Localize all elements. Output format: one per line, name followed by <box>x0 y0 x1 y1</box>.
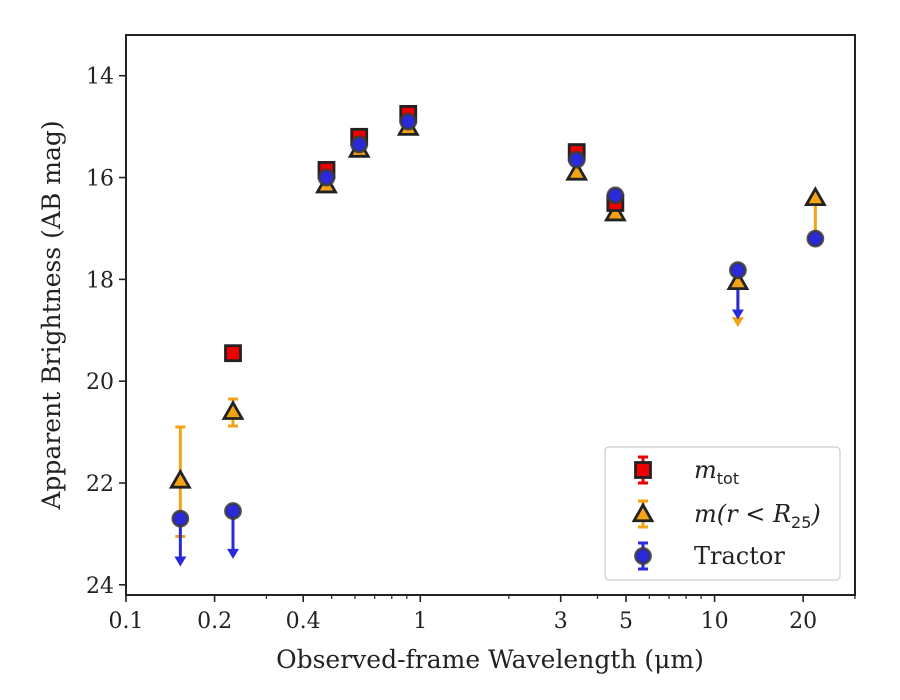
y-tick-label: 22 <box>86 472 114 497</box>
legend-label: m(r < R25) <box>694 500 821 532</box>
legend-marker-triangle <box>631 502 655 523</box>
upper-limit-arrow-head <box>174 556 187 567</box>
legend-marker-square <box>634 461 652 479</box>
upper-limit-arrow-head <box>731 309 744 320</box>
upper-limit-arrow-head <box>731 317 744 328</box>
data-point-triangle <box>803 186 827 207</box>
x-tick-label: 3 <box>554 609 568 634</box>
x-tick-label: 0.2 <box>197 609 232 634</box>
x-tick-label: 20 <box>789 609 817 634</box>
y-tick-label: 14 <box>86 65 114 90</box>
x-tick-label: 10 <box>701 609 729 634</box>
data-marks <box>168 105 827 567</box>
data-point-square <box>224 344 242 363</box>
x-tick-label: 1 <box>413 609 427 634</box>
x-tick-label: 0.1 <box>109 609 144 634</box>
upper-limit-arrow-head <box>227 548 240 559</box>
y-axis-label: Apparent Brightness (AB mag) <box>37 120 66 510</box>
data-point-circle <box>606 186 625 205</box>
x-tick-label: 5 <box>619 609 633 634</box>
legend-label: mtot <box>694 456 739 488</box>
legend-marker-circle <box>634 547 652 565</box>
data-point-circle <box>350 135 369 154</box>
data-point-circle <box>224 502 242 520</box>
data-point-triangle <box>168 468 192 489</box>
y-tick-label: 16 <box>86 167 114 192</box>
data-point-circle <box>567 150 586 169</box>
data-point-triangle <box>565 160 589 181</box>
x-tick-label: 0.4 <box>286 609 321 634</box>
x-axis: 0.1 0.2 0.4 1 3 5 10 20 <box>109 595 856 634</box>
y-tick-label: 24 <box>86 574 114 599</box>
y-tick-label: 20 <box>86 370 114 395</box>
x-axis-label: Observed-frame Wavelength (μm) <box>276 645 704 674</box>
data-point-circle <box>728 261 747 280</box>
data-point-triangle <box>603 201 627 222</box>
data-point-triangle <box>221 399 245 420</box>
data-point-circle <box>399 112 418 131</box>
y-axis: 14 16 18 20 22 24 <box>86 65 126 599</box>
legend: mtot m(r < R25) Tractor <box>604 446 841 581</box>
data-point-circle <box>171 509 190 528</box>
plot-frame <box>125 34 856 596</box>
y-tick-label: 18 <box>86 268 114 293</box>
data-point-circle <box>806 229 825 248</box>
data-point-triangle <box>726 270 750 291</box>
legend-label: Tractor <box>694 542 785 570</box>
data-point-circle <box>317 168 336 187</box>
legend-box <box>604 446 841 581</box>
